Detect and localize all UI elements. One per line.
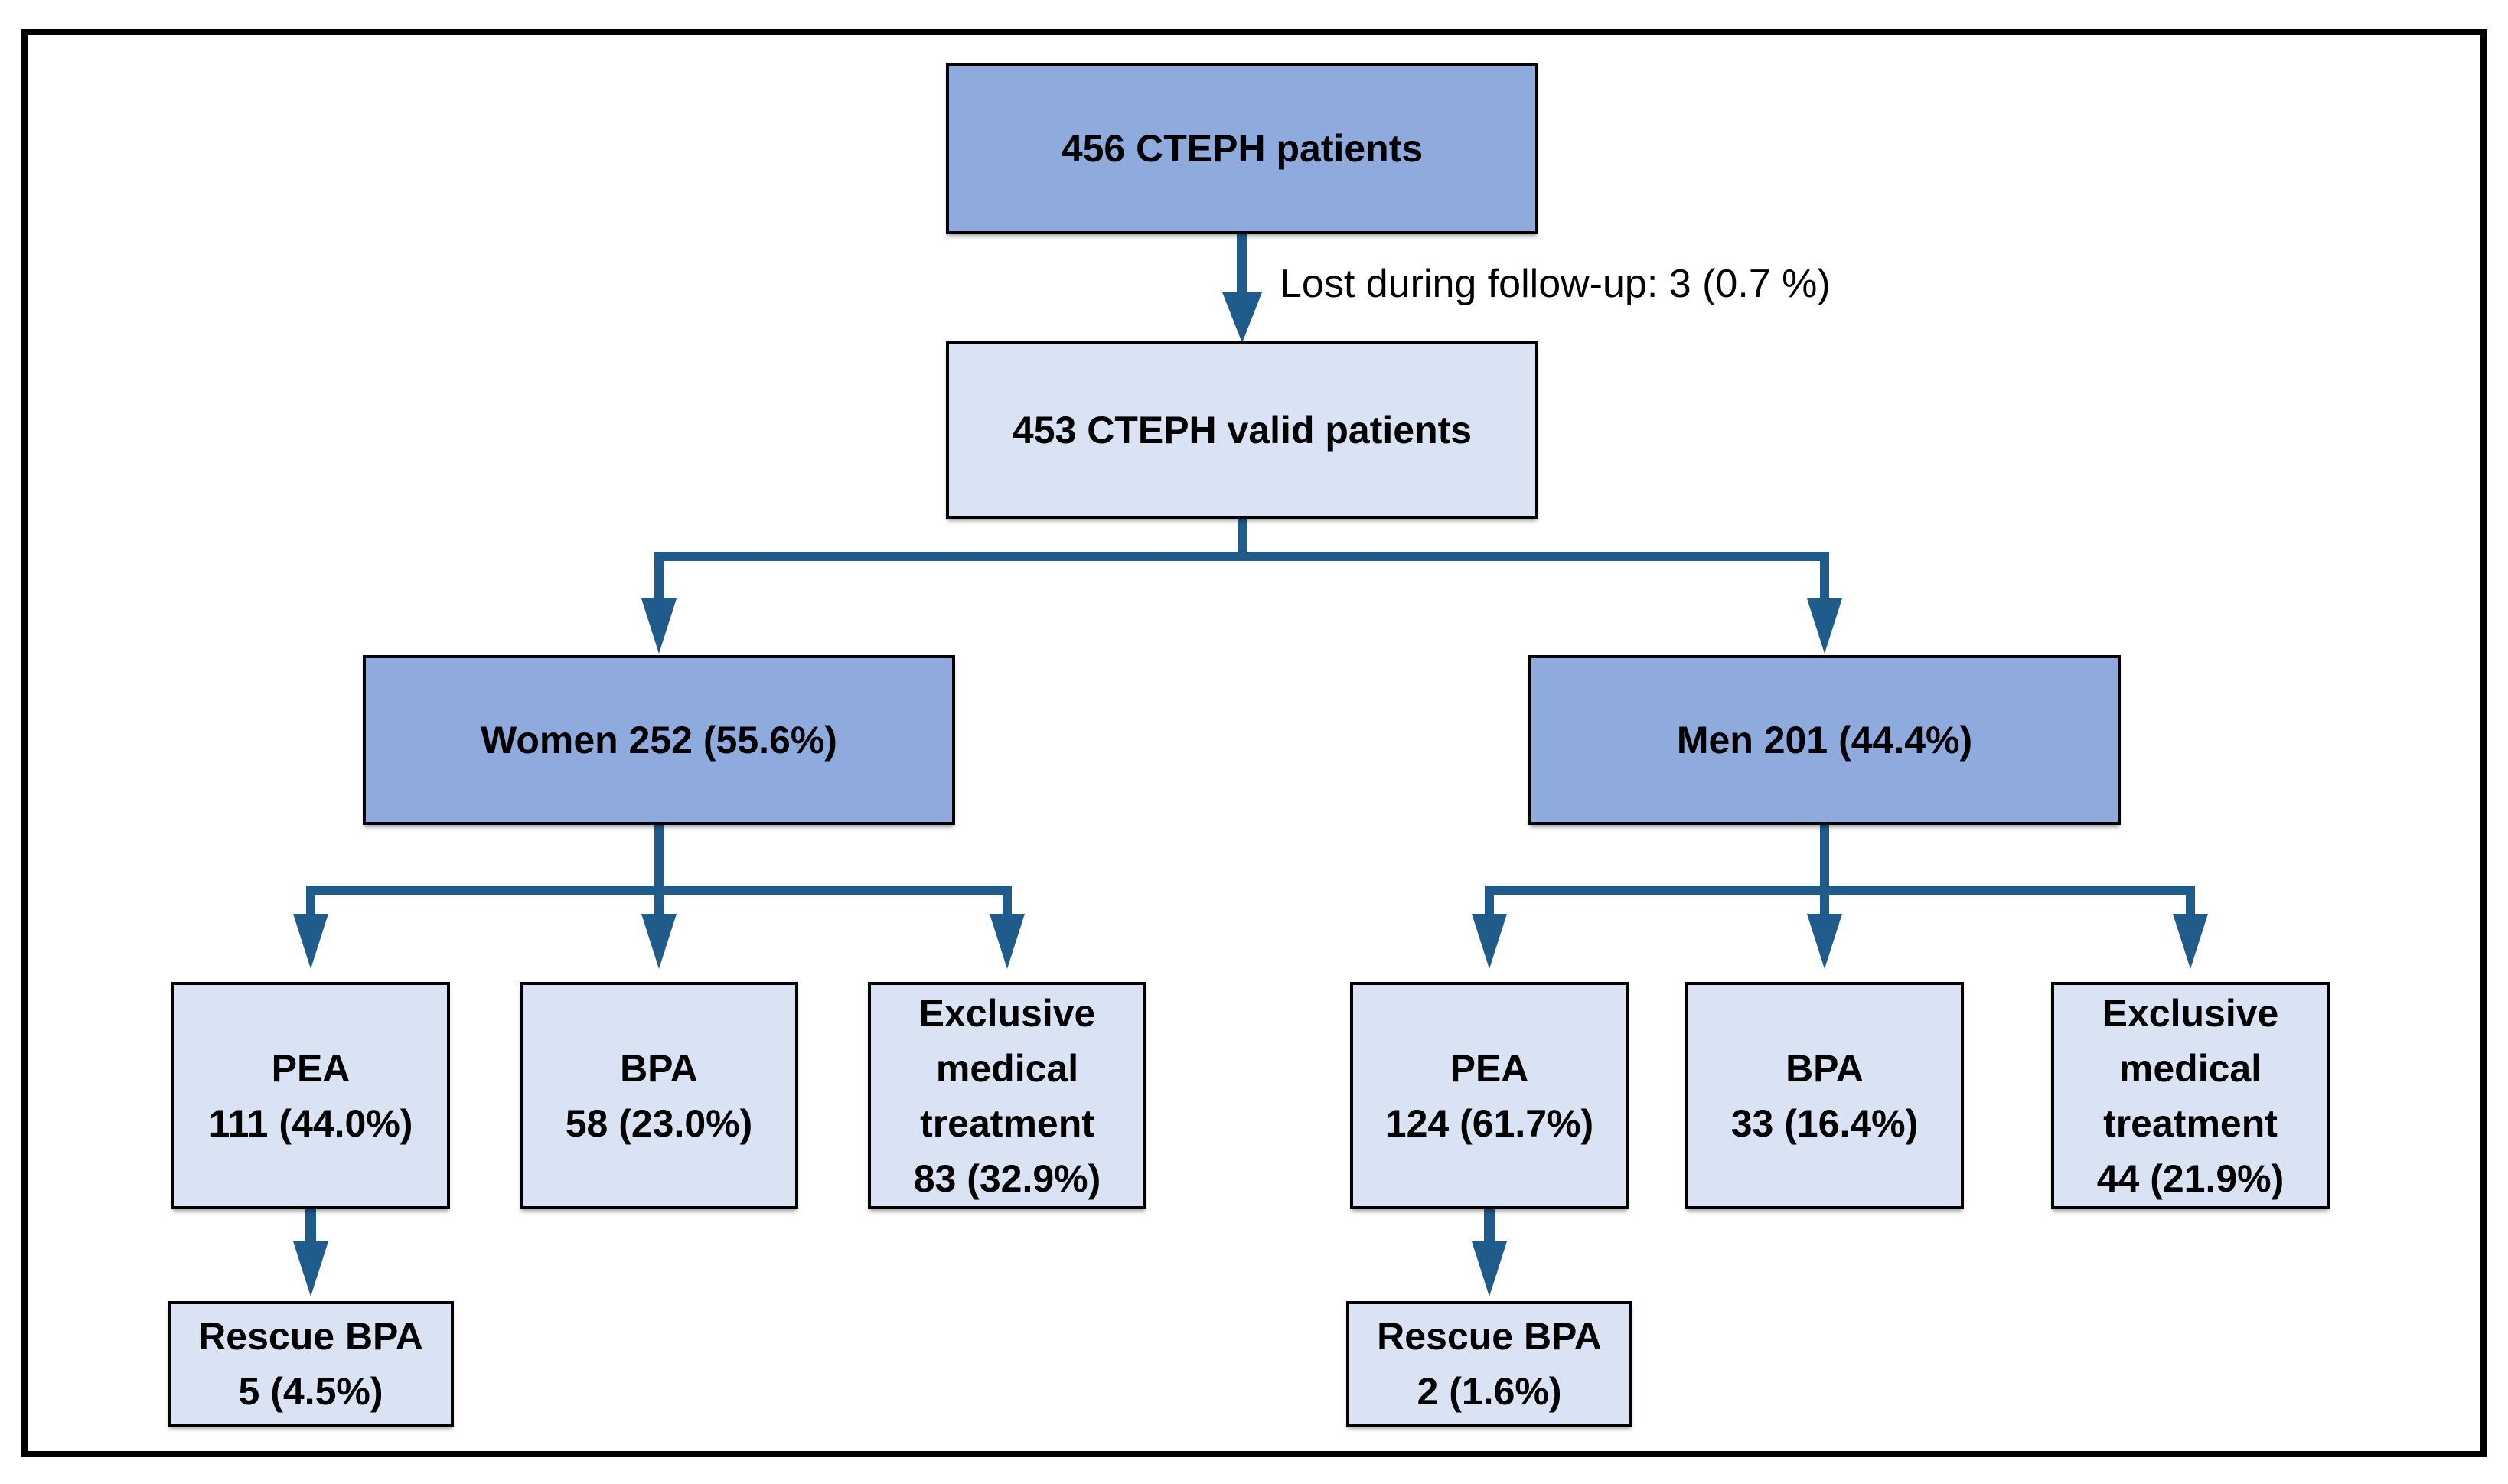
node-line: Exclusive bbox=[918, 991, 1096, 1035]
node-line: Rescue BPA bbox=[1377, 1315, 1602, 1358]
node-line: Rescue BPA bbox=[198, 1315, 423, 1358]
node-line: 124 (61.7%) bbox=[1384, 1101, 1594, 1145]
node-line: 33 (16.4%) bbox=[1730, 1101, 1919, 1145]
valid-label: 453 CTEPH valid patients bbox=[1012, 409, 1473, 452]
women-bpa-box: BPA 58 (23.0%) bbox=[520, 982, 798, 1209]
node-line: BPA bbox=[1786, 1046, 1864, 1090]
node-line: treatment bbox=[920, 1101, 1094, 1145]
men-rescue-bpa-box: Rescue BPA 2 (1.6%) bbox=[1346, 1301, 1632, 1427]
node-line: medical bbox=[935, 1046, 1079, 1090]
root-box: 456 CTEPH patients bbox=[946, 63, 1538, 234]
node-line: 5 (4.5%) bbox=[238, 1370, 383, 1413]
node-line: 111 (44.0%) bbox=[208, 1101, 413, 1145]
men-box: Men 201 (44.4%) bbox=[1528, 655, 2121, 825]
men-pea-box: PEA 124 (61.7%) bbox=[1350, 982, 1629, 1209]
node-line: 44 (21.9%) bbox=[2096, 1156, 2285, 1200]
node-line: treatment bbox=[2103, 1101, 2278, 1145]
node-line: PEA bbox=[1450, 1046, 1529, 1090]
node-line: BPA bbox=[620, 1046, 698, 1090]
node-line: 58 (23.0%) bbox=[565, 1101, 753, 1145]
node-line: medical bbox=[2118, 1046, 2262, 1090]
node-line: PEA bbox=[271, 1046, 351, 1090]
lost-followup-note: Lost during follow-up: 3 (0.7 %) bbox=[1280, 262, 1831, 306]
node-line: 83 (32.9%) bbox=[913, 1156, 1101, 1200]
women-medical-box: Exclusive medical treatment 83 (32.9%) bbox=[868, 982, 1146, 1209]
women-box: Women 252 (55.6%) bbox=[363, 655, 955, 825]
men-label: Men 201 (44.4%) bbox=[1676, 719, 1973, 762]
women-label: Women 252 (55.6%) bbox=[481, 719, 837, 762]
valid-box: 453 CTEPH valid patients bbox=[946, 341, 1538, 519]
women-rescue-bpa-box: Rescue BPA 5 (4.5%) bbox=[168, 1301, 454, 1427]
men-medical-box: Exclusive medical treatment 44 (21.9%) bbox=[2051, 982, 2330, 1209]
node-line: 2 (1.6%) bbox=[1417, 1370, 1562, 1413]
root-label: 456 CTEPH patients bbox=[1061, 127, 1424, 170]
outer-frame bbox=[21, 29, 2487, 1457]
node-line: Exclusive bbox=[2102, 991, 2279, 1035]
women-pea-box: PEA 111 (44.0%) bbox=[171, 982, 450, 1209]
men-bpa-box: BPA 33 (16.4%) bbox=[1685, 982, 1964, 1209]
